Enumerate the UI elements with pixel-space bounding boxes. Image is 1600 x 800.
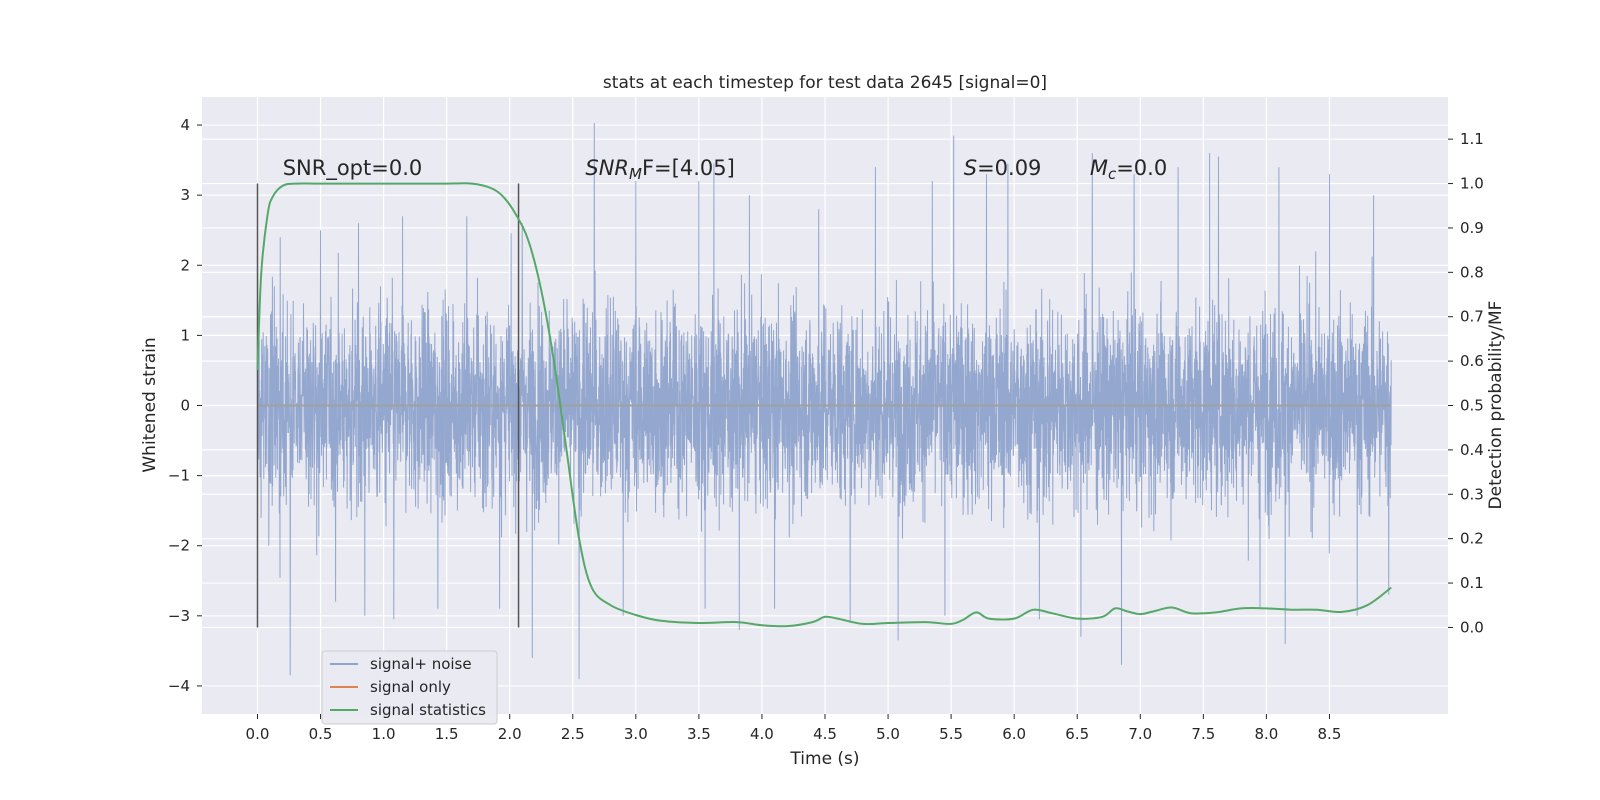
chart-title: stats at each timestep for test data 264…: [603, 73, 1047, 93]
x-tick-label: 7.5: [1191, 725, 1215, 743]
y2-tick-label: 0.1: [1460, 574, 1484, 592]
x-tick-label: 0.0: [246, 725, 270, 743]
y-tick-label: −2: [168, 537, 190, 555]
y2-tick-label: 0.5: [1460, 397, 1484, 415]
signal-noise-series: [257, 122, 1392, 679]
y-tick-label: −4: [168, 677, 190, 695]
legend-label-stats: signal statistics: [370, 701, 486, 719]
annotation-snr-opt: SNR_opt=0.0: [283, 156, 423, 181]
x-tick-label: 8.0: [1254, 725, 1278, 743]
y2-tick-label: 0.6: [1460, 352, 1484, 370]
x-tick-label: 8.5: [1318, 725, 1342, 743]
y2-tick-label: 0.2: [1460, 530, 1484, 548]
y-axis-ticks: 4 3 2 1 0 −1 −2 −3 −4: [168, 116, 202, 695]
x-axis-label: Time (s): [789, 749, 859, 769]
x-tick-label: 1.0: [372, 725, 396, 743]
x-tick-label: 3.5: [687, 725, 711, 743]
vertical-markers: [256, 183, 520, 628]
x-tick-label: 6.0: [1002, 725, 1026, 743]
signal-noise-line: [257, 122, 1392, 679]
y2-tick-label: 0.8: [1460, 263, 1484, 281]
x-tick-label: 2.5: [561, 725, 585, 743]
y-tick-label: 3: [180, 186, 190, 204]
y2-tick-label: 0.4: [1460, 441, 1484, 459]
y-tick-label: 2: [180, 256, 190, 274]
y-tick-label: −1: [168, 467, 190, 485]
x-axis-ticks: 0.0 0.5 1.0 1.5 2.0 2.5 3.0 3.5 4.0 4.5 5.0 5.5 6.0 6…: [246, 714, 1342, 743]
legend-label-noise: signal+ noise: [370, 655, 472, 673]
x-tick-label: 0.5: [309, 725, 333, 743]
y2-tick-label: 0.0: [1460, 618, 1484, 636]
legend: signal+ noise signal only signal statist…: [321, 650, 498, 725]
x-tick-label: 5.5: [939, 725, 963, 743]
y2-tick-label: 1.1: [1460, 130, 1484, 148]
x-tick-label: 4.5: [813, 725, 837, 743]
legend-box: [321, 650, 498, 725]
y2-tick-label: 1.0: [1460, 175, 1484, 193]
legend-label-signal: signal only: [370, 678, 451, 696]
signal-statistics-series: [256, 182, 1392, 628]
annotation-mc: Mc=0.0: [1090, 156, 1167, 183]
x-tick-label: 5.0: [876, 725, 900, 743]
y-axis-label: Whitened strain: [140, 337, 160, 472]
y2-axis-ticks: 1.1 1.0 0.9 0.8 0.7 0.6 0.5 0.4 0.3 0.2 0.1 0.0: [1448, 130, 1484, 636]
y-tick-label: 1: [180, 326, 190, 344]
y2-tick-label: 0.3: [1460, 485, 1484, 503]
y2-tick-label: 0.7: [1460, 308, 1484, 326]
x-tick-label: 1.5: [435, 725, 459, 743]
annotation-s-stat: S=0.09: [964, 156, 1042, 180]
x-tick-label: 2.0: [498, 725, 522, 743]
annotations: SNR_opt=0.0 SNRMF=[4.05] S=0.09 Mc=0.0: [283, 156, 1168, 183]
x-tick-label: 3.0: [624, 725, 648, 743]
x-tick-label: 6.5: [1065, 725, 1089, 743]
signal-statistics-line: [256, 182, 1392, 628]
x-tick-label: 4.0: [750, 725, 774, 743]
y2-axis-label: Detection probability/MF: [1486, 301, 1506, 510]
y2-tick-label: 0.9: [1460, 219, 1484, 237]
y-tick-label: 0: [180, 397, 190, 415]
y-tick-label: −3: [168, 607, 190, 625]
y-tick-label: 4: [180, 116, 190, 134]
annotation-snr-mf: SNRMF=[4.05]: [585, 156, 734, 183]
x-tick-label: 7.0: [1128, 725, 1152, 743]
